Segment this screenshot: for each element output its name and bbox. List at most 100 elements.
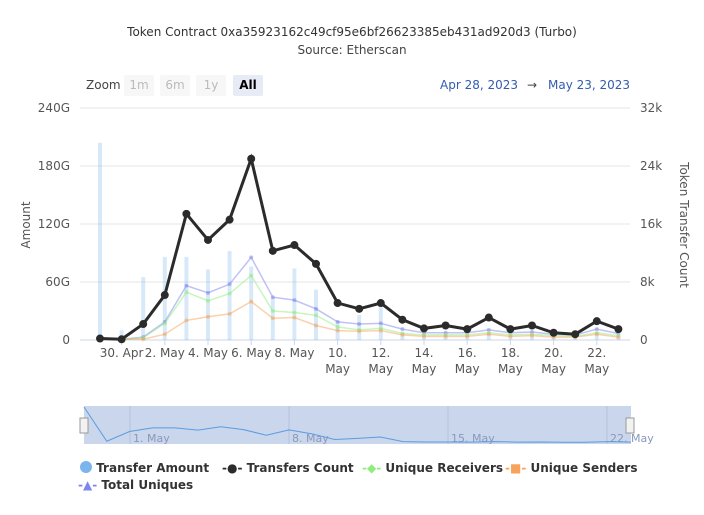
point-total-uniques	[357, 322, 362, 327]
point-transfers-count	[614, 325, 623, 334]
point-total-uniques	[486, 327, 491, 332]
navigator-selection	[84, 406, 631, 444]
point-unique-senders	[184, 318, 189, 323]
point-unique-senders	[443, 334, 448, 339]
point-unique-receivers	[184, 290, 189, 295]
x-tick-label: May	[541, 362, 566, 376]
point-transfers-count	[528, 321, 536, 330]
x-tick-label: May	[584, 362, 609, 376]
point-unique-receivers	[335, 324, 340, 329]
legend-unique-senders[interactable]: -■- Unique Senders	[505, 461, 637, 475]
x-tick-label: May	[498, 362, 523, 376]
y-tick-label: 60G	[45, 275, 70, 289]
chart-subtitle: Source: Etherscan	[297, 43, 407, 57]
point-unique-senders	[249, 299, 254, 304]
point-unique-receivers	[292, 310, 297, 315]
point-transfers-count	[420, 324, 428, 333]
point-transfers-count	[376, 299, 385, 308]
point-unique-receivers	[270, 309, 275, 313]
zoom-all-button[interactable]: All	[233, 75, 263, 96]
legend-transfer-amount[interactable]: Transfer Amount	[80, 461, 209, 475]
point-unique-senders	[378, 328, 383, 333]
x-tick-label: 12.	[371, 346, 390, 360]
zoom-6m-button[interactable]: 6m	[160, 75, 190, 96]
legend-label: Transfer Amount	[96, 461, 210, 475]
point-total-uniques	[314, 306, 318, 311]
point-transfers-count	[333, 299, 342, 308]
y2-tick-label: 0	[640, 333, 648, 347]
legend-unique-receivers[interactable]: -◆- Unique Receivers	[362, 461, 503, 475]
x-tick-label: 2. May	[145, 346, 185, 360]
point-unique-receivers	[249, 273, 254, 278]
point-total-uniques	[270, 295, 275, 300]
point-unique-senders	[162, 332, 167, 337]
bar-transfer-amount	[98, 142, 102, 340]
x-tick-label: 16.	[458, 346, 477, 360]
bar-transfer-amount	[119, 330, 124, 340]
point-unique-receivers	[206, 298, 210, 303]
x-tick-label: 30. Apr	[100, 346, 144, 360]
y-axis-title: Amount	[19, 201, 33, 248]
bar-transfer-amount	[357, 314, 362, 340]
point-transfers-count	[484, 313, 493, 322]
x-tick-label: May	[325, 362, 350, 376]
point-transfers-count	[441, 321, 450, 330]
point-unique-senders	[616, 335, 621, 340]
legend-total-uniques[interactable]: -▲- Total Uniques	[78, 478, 193, 492]
line-marker-icon: -■-	[505, 461, 527, 475]
point-transfers-count	[549, 328, 558, 337]
circle-icon	[80, 461, 92, 473]
legend-label: Unique Senders	[530, 461, 638, 475]
y2-axis-title: Token Transfer Count	[677, 161, 691, 288]
navigator-label: 8. May	[292, 432, 329, 445]
bar-transfer-amount	[184, 256, 189, 340]
zoom-1y-button[interactable]: 1y	[196, 75, 226, 96]
x-tick-label: 4. May	[188, 346, 228, 360]
line-marker-icon: -●-	[222, 461, 243, 475]
legend-label: Total Uniques	[101, 478, 194, 492]
navigator-label: 1. May	[133, 432, 170, 445]
y2-tick-label: 8k	[640, 275, 655, 289]
point-transfers-count	[312, 259, 320, 268]
x-tick-label: 18.	[501, 346, 520, 360]
point-transfers-count	[355, 304, 364, 313]
legend-label: Transfers Count	[246, 461, 354, 475]
point-unique-senders	[270, 316, 275, 321]
point-transfers-count	[139, 320, 148, 329]
point-transfers-count	[117, 335, 126, 344]
x-tick-label: May	[412, 362, 437, 376]
bar-transfer-amount	[206, 269, 210, 340]
point-total-uniques	[227, 282, 232, 287]
point-unique-senders	[227, 311, 232, 316]
x-tick-label: May	[455, 362, 480, 376]
point-unique-senders	[486, 332, 491, 337]
zoom-1m-button[interactable]: 1m	[124, 75, 154, 96]
x-tick-label: 6. May	[231, 346, 271, 360]
point-total-uniques	[184, 283, 189, 288]
point-transfers-count	[160, 291, 169, 300]
point-unique-senders	[400, 332, 405, 337]
point-total-uniques	[249, 255, 254, 260]
y-tick-label: 120G	[38, 217, 70, 231]
range-to-input[interactable]: May 23, 2023	[548, 78, 631, 92]
legend-transfers-count[interactable]: -●- Transfers Count	[222, 461, 354, 475]
point-transfers-count	[506, 325, 515, 334]
point-transfers-count	[571, 330, 580, 339]
point-unique-senders	[206, 314, 210, 319]
range-arrow: →	[527, 78, 538, 92]
navigator-handle-right[interactable]	[625, 417, 635, 434]
point-unique-senders	[141, 337, 146, 342]
point-total-uniques	[594, 327, 599, 332]
point-transfers-count	[182, 209, 191, 218]
point-total-uniques	[335, 319, 340, 324]
y2-tick-label: 24k	[640, 159, 662, 173]
point-unique-senders	[335, 328, 340, 333]
point-transfers-count	[290, 241, 299, 250]
range-from-input[interactable]: Apr 28, 2023	[440, 78, 519, 92]
x-tick-label: 20.	[544, 346, 563, 360]
bar-transfer-amount	[141, 277, 146, 340]
x-tick-label: 10.	[328, 346, 347, 360]
zoom-label: Zoom	[86, 78, 121, 92]
y-tick-label: 240G	[38, 101, 70, 115]
navigator-handle-left[interactable]	[79, 417, 89, 434]
